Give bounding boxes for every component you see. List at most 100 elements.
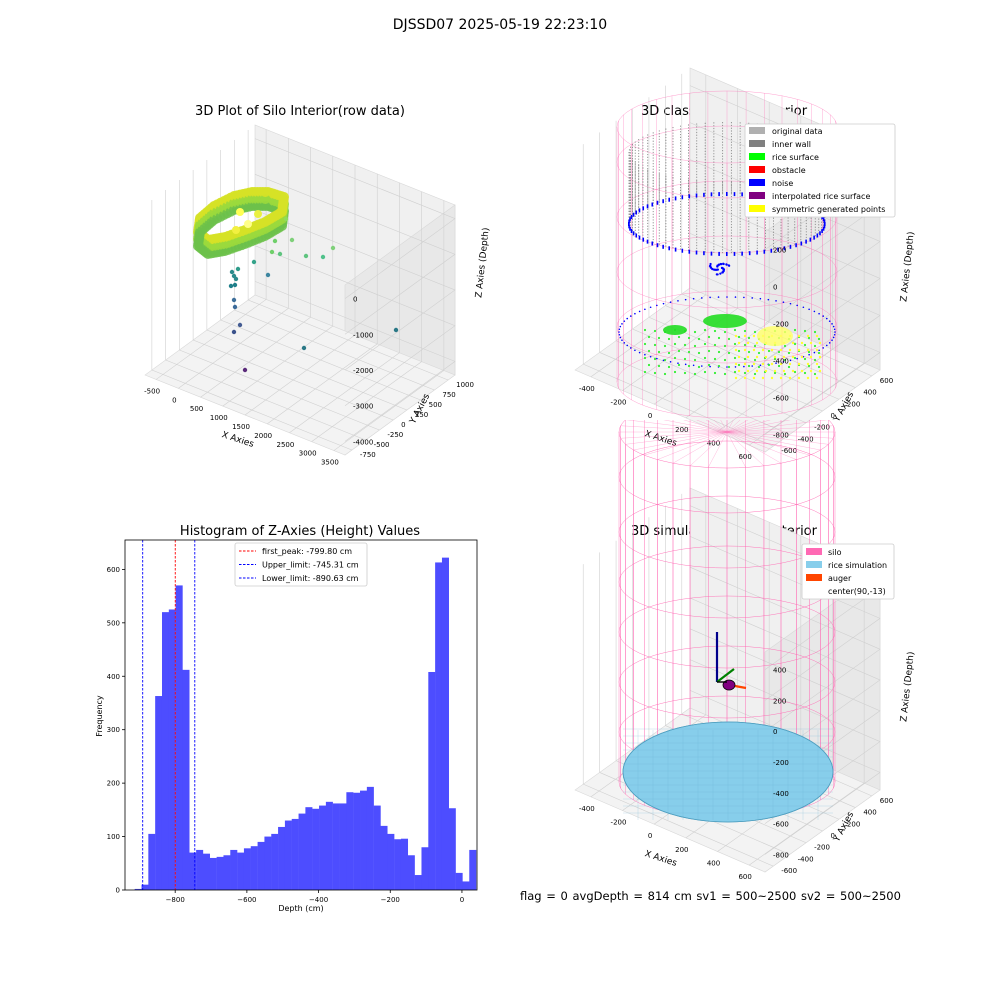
- rice-mark: [703, 356, 707, 360]
- symmetric-mark: [782, 355, 786, 359]
- noise-mark: [819, 231, 821, 236]
- noise-mark: [825, 344, 828, 347]
- noise-mark: [828, 342, 831, 344]
- noise-mark: [703, 251, 705, 256]
- y-tick-label: 1000: [456, 381, 474, 389]
- x-tick-label: −200: [381, 896, 400, 904]
- noise-mark: [677, 362, 679, 364]
- simulation-3d-x-ticks: -400 -200 0 200 400 600: [579, 805, 752, 881]
- histogram-bar: [202, 853, 210, 890]
- z-gridline: [254, 174, 456, 335]
- noise-mark: [759, 297, 762, 300]
- y-gridline: [165, 359, 366, 441]
- rice-mark: [673, 356, 677, 360]
- noise-mark: [711, 268, 714, 271]
- histogram-bar: [353, 792, 361, 890]
- y-tick-label: 500: [107, 619, 120, 627]
- noise-mark: [813, 351, 816, 354]
- rice-mark: [717, 364, 721, 368]
- y-gridline: [220, 319, 421, 401]
- noise-mark: [743, 365, 745, 368]
- rice-mark: [813, 358, 817, 362]
- z-gridline: [689, 196, 881, 361]
- symmetric-mark: [761, 376, 765, 380]
- noise-mark: [646, 239, 649, 244]
- silo-roof-spoke: [708, 431, 728, 468]
- x-tick-label: −800: [166, 896, 185, 904]
- rice-mark: [667, 337, 671, 341]
- noise-mark: [674, 247, 677, 252]
- noise-mark: [775, 362, 777, 364]
- noise-mark: [759, 364, 762, 367]
- x-tick-label: 400: [707, 860, 720, 868]
- noise-mark: [668, 197, 670, 202]
- rice-mark: [683, 357, 687, 361]
- histogram-bar: [414, 875, 422, 890]
- noise-mark: [782, 361, 785, 363]
- rice-mark: [647, 335, 651, 339]
- silo-roof-spoke: [713, 420, 728, 433]
- rice-mark: [747, 364, 751, 368]
- symmetric-mark: [818, 355, 822, 359]
- silo-roof-spoke: [726, 431, 834, 439]
- noise-mark: [638, 235, 641, 240]
- symmetric-mark: [752, 334, 756, 338]
- histogram-bar: [278, 826, 286, 890]
- simulation-3d-z-ticks: 400 200 0 -200 -400 -600 -800: [773, 667, 789, 860]
- symmetric-mark: [800, 355, 804, 359]
- legend-label-0: silo: [828, 548, 842, 557]
- histogram-bar: [237, 852, 245, 890]
- noise-mark: [825, 317, 828, 320]
- symmetric-mark: [806, 362, 810, 366]
- raw-3d-x-ticks: -500 0 500 1000 1500 2000 2500 3000 3500: [144, 387, 339, 466]
- noise-mark: [634, 312, 636, 315]
- noise-mark: [741, 251, 743, 256]
- noise-mark: [628, 222, 630, 226]
- noise-mark: [822, 226, 825, 231]
- noise-mark: [818, 349, 820, 352]
- rice-mark: [753, 358, 757, 362]
- legend-label-5: interpolated rice surface: [772, 192, 870, 201]
- rice-mark: [777, 350, 781, 354]
- auger: [715, 632, 747, 691]
- legend-label-6: symmetric generated points: [772, 205, 885, 214]
- x-tick-label: 1000: [210, 414, 228, 422]
- z-tick-label: -800: [773, 851, 789, 859]
- noise-mark: [718, 192, 720, 197]
- silo-roof-spoke: [726, 425, 834, 433]
- symmetric-mark: [788, 348, 792, 352]
- symmetric-mark: [773, 369, 777, 373]
- legend-swatch-2: [806, 574, 822, 581]
- rice-mark: [693, 372, 697, 376]
- noise-mark: [692, 364, 695, 367]
- noise-mark: [651, 241, 654, 246]
- auger-axis-y: [716, 668, 735, 683]
- noise-mark: [813, 235, 815, 240]
- noise-mark: [677, 300, 679, 302]
- rice-mark: [677, 363, 681, 367]
- y-tick-label: 600: [880, 797, 893, 805]
- histogram-x-ticks: −800 −600 −400 −200 0: [166, 890, 464, 904]
- noise-mark: [716, 264, 719, 267]
- histogram-legend: first_peak: -799.80 cm Upper_limit: -745.…: [234, 542, 368, 587]
- noise-mark: [635, 210, 638, 215]
- histogram-bar: [230, 849, 238, 890]
- z-gridline: [689, 597, 881, 763]
- symmetric-mark: [746, 355, 750, 359]
- silo-roof-spoke: [683, 420, 728, 433]
- histogram-bar: [243, 848, 251, 890]
- noise-mark: [777, 247, 779, 252]
- noise-mark: [716, 268, 719, 271]
- y-gridline: [248, 299, 449, 381]
- y-tick-label: -600: [781, 447, 797, 455]
- noise-mark: [726, 192, 728, 196]
- simulation-legend: silo rice simulation auger center(90,-13): [801, 543, 895, 600]
- noise-mark: [700, 365, 703, 367]
- symmetric-mark: [734, 362, 738, 366]
- noise-mark: [832, 325, 835, 328]
- noise-mark: [703, 192, 705, 197]
- rice-mark: [657, 350, 661, 354]
- silo-roof-spoke: [620, 431, 728, 439]
- noise-mark: [733, 251, 736, 256]
